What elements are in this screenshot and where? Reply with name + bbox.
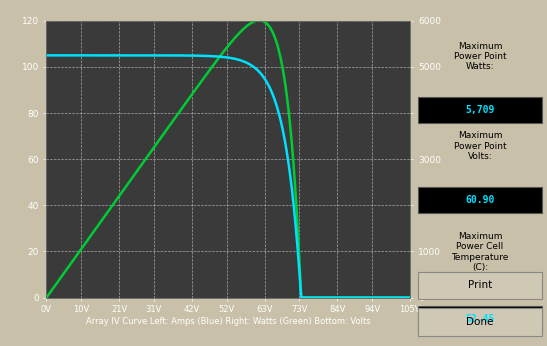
Text: Maximum
Power Point
Watts:: Maximum Power Point Watts: (453, 42, 507, 71)
FancyBboxPatch shape (418, 306, 542, 332)
Text: 52.45: 52.45 (465, 314, 494, 324)
FancyBboxPatch shape (418, 187, 542, 213)
X-axis label: Array IV Curve Left: Amps (Blue) Right: Watts (Green) Bottom: Volts: Array IV Curve Left: Amps (Blue) Right: … (86, 317, 371, 326)
Text: Maximum
Power Point
Volts:: Maximum Power Point Volts: (453, 131, 507, 161)
FancyBboxPatch shape (418, 272, 542, 299)
Text: Maximum
Power Cell
Temperature
(C):: Maximum Power Cell Temperature (C): (451, 232, 509, 272)
FancyBboxPatch shape (418, 308, 542, 336)
Text: Print: Print (468, 281, 492, 290)
Text: 60.90: 60.90 (465, 195, 494, 205)
Text: Done: Done (466, 317, 494, 327)
Text: 5,709: 5,709 (465, 105, 494, 115)
FancyBboxPatch shape (418, 97, 542, 123)
